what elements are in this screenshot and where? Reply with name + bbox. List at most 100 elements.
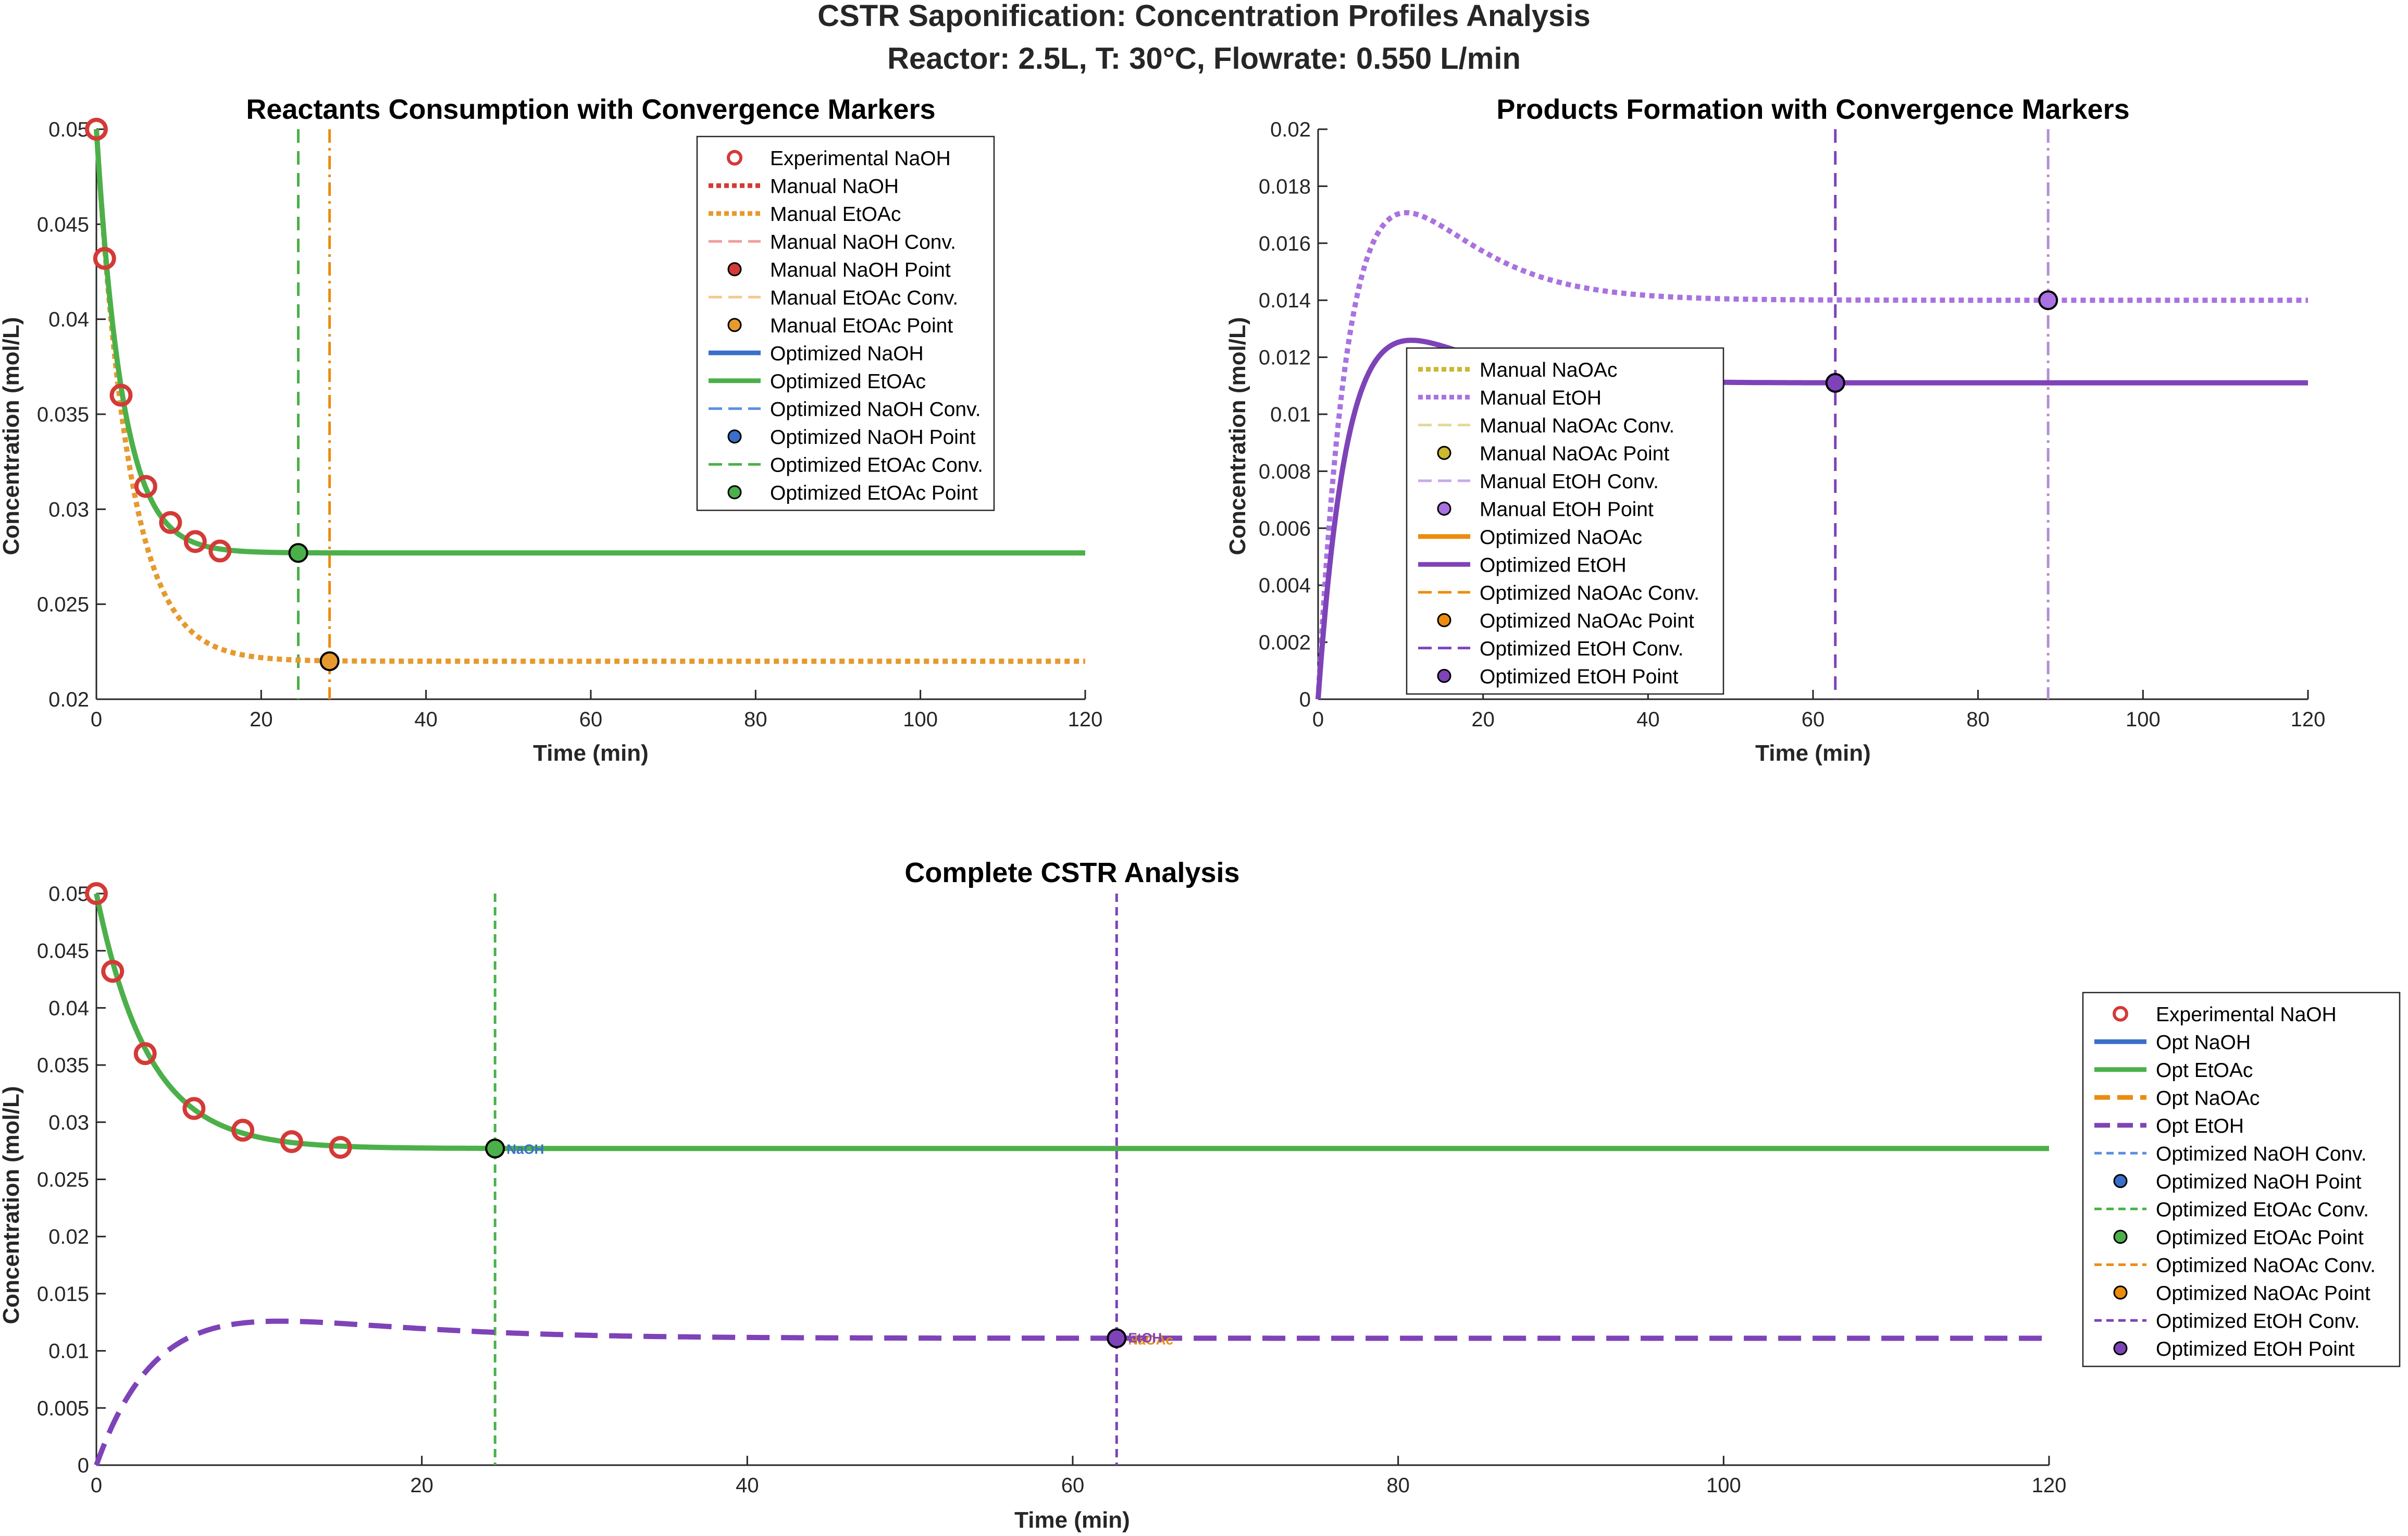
y-tick-label: 0.006 — [1259, 517, 1311, 540]
legend-entry: Optimized NaOAc Point — [2156, 1282, 2370, 1305]
legend-entry: Manual NaOAc Conv. — [1480, 415, 1674, 437]
complete-chart-xlabel: Time (min) — [1014, 1507, 1130, 1533]
legend-entry: Manual NaOAc — [1480, 359, 1617, 381]
opt-etoh-point — [1107, 1328, 1127, 1348]
legend-box — [2082, 992, 2401, 1367]
suptitle-line1: CSTR Saponification: Concentration Profi… — [817, 0, 1591, 33]
y-tick-label: 0.02 — [48, 1225, 89, 1248]
legend-entry: Optimized NaOAc Conv. — [1480, 582, 1699, 604]
x-tick-label: 20 — [410, 1474, 433, 1497]
y-tick-label: 0.045 — [37, 213, 89, 236]
legend-entry: Manual EtOAc Conv. — [770, 287, 958, 309]
legend-entry: Experimental NaOH — [770, 147, 951, 170]
y-tick-label: 0.03 — [48, 1111, 89, 1134]
y-tick-label: 0.012 — [1259, 346, 1311, 369]
x-tick-label: 80 — [744, 708, 767, 731]
y-tick-label: 0.02 — [1270, 118, 1311, 141]
legend-entry: Optimized EtOH Point — [1480, 665, 1679, 688]
x-tick-label: 80 — [1386, 1474, 1410, 1497]
products-chart-xlabel: Time (min) — [1755, 740, 1871, 766]
legend-marker — [1437, 613, 1451, 627]
complete-chart-ylabel: Concentration (mol/L) — [0, 1086, 24, 1324]
legend-entry: Optimized EtOAc — [770, 370, 926, 393]
y-tick-label: 0.04 — [48, 308, 89, 331]
y-tick-label: 0 — [78, 1454, 89, 1477]
y-tick-label: 0.01 — [48, 1340, 89, 1363]
legend-box — [696, 135, 995, 511]
opt-etoh-curve — [94, 1318, 2049, 1466]
experimental-naoh-point — [93, 246, 116, 270]
manual-etoac-curve — [94, 129, 1085, 664]
legend-entry: Optimized EtOH Conv. — [1480, 638, 1684, 660]
experimental-naoh-point — [182, 1097, 206, 1120]
x-tick-label: 0 — [1312, 708, 1324, 731]
x-tick-label: 120 — [1068, 708, 1103, 731]
x-tick-label: 60 — [1061, 1474, 1085, 1497]
y-tick-label: 0.03 — [48, 498, 89, 521]
experimental-naoh-point — [109, 383, 133, 407]
legend-marker — [1437, 445, 1451, 460]
legend-entry: Optimized EtOH — [1480, 554, 1627, 576]
experimental-naoh-point — [85, 118, 108, 141]
legend-entry: Manual EtOAc — [770, 203, 901, 226]
legend-entry: Manual EtOH Point — [1480, 498, 1654, 521]
experimental-naoh-point — [85, 882, 108, 905]
legend-entry: Optimized NaOH Point — [770, 426, 976, 449]
opt-etoac-curve — [94, 893, 2049, 1151]
naoac-point-label: NaOAc — [1128, 1332, 1173, 1347]
legend-entry: Experimental NaOH — [2156, 1004, 2337, 1026]
reactants-chart-ylabel: Concentration (mol/L) — [0, 317, 24, 555]
y-tick-label: 0.008 — [1259, 460, 1311, 483]
legend-marker — [727, 485, 742, 500]
x-tick-label: 0 — [91, 1474, 102, 1497]
complete-chart: Complete CSTR Analysis Time (min) Concen… — [0, 857, 2401, 1533]
legend-entry: Manual NaOH — [770, 175, 899, 197]
complete-chart-title: Complete CSTR Analysis — [904, 857, 1239, 888]
legend-entry: Manual EtOH Conv. — [1480, 470, 1659, 493]
optimized-etoac-point — [288, 543, 308, 563]
manual-etoh-curve — [1315, 210, 2308, 700]
y-tick-label: 0.035 — [37, 403, 89, 426]
experimental-naoh-point — [133, 1042, 157, 1066]
opt-etoac-point — [485, 1138, 505, 1159]
y-tick-label: 0.02 — [48, 688, 89, 711]
legend-entry: Optimized NaOAc Conv. — [2156, 1254, 2376, 1277]
legend-marker — [727, 429, 742, 444]
x-tick-label: 40 — [1636, 708, 1660, 731]
x-tick-label: 20 — [250, 708, 273, 731]
x-tick-label: 120 — [2032, 1474, 2067, 1497]
y-tick-label: 0.045 — [37, 940, 89, 963]
legend-entry: Manual EtOAc Point — [770, 315, 953, 337]
experimental-naoh-point — [101, 960, 125, 983]
suptitle-line2: Reactor: 2.5L, T: 30°C, Flowrate: 0.550 … — [887, 42, 1521, 76]
legend-entry: Manual NaOAc Point — [1480, 442, 1669, 465]
y-tick-label: 0.05 — [48, 883, 89, 906]
legend: Manual NaOAc Manual EtOH Manual NaOAc Conv… — [1406, 347, 1724, 695]
y-tick-label: 0.035 — [37, 1054, 89, 1077]
legend-entry: Optimized NaOAc — [1480, 526, 1642, 549]
legend: Experimental NaOH Manual NaOH Manual EtOAc… — [696, 135, 995, 511]
legend-entry: Manual NaOH Conv. — [770, 231, 956, 253]
legend-entry: Optimized NaOH Point — [2156, 1171, 2362, 1193]
x-tick-label: 80 — [1966, 708, 1990, 731]
legend-marker — [2113, 1341, 2128, 1356]
legend-entry: Optimized EtOH Point — [2156, 1338, 2355, 1360]
y-tick-label: 0 — [1299, 688, 1311, 711]
x-tick-label: 60 — [579, 708, 603, 731]
legend-entry: Opt EtOAc — [2156, 1059, 2253, 1082]
x-tick-label: 60 — [1802, 708, 1825, 731]
legend-entry: Optimized NaOH Conv. — [770, 398, 981, 420]
legend: Experimental NaOH Opt NaOH Opt EtOAc Opt Na… — [2082, 992, 2401, 1367]
legend-entry: Optimized EtOAc Point — [2156, 1227, 2364, 1249]
legend-entry: Opt NaOH — [2156, 1031, 2251, 1054]
y-tick-label: 0.025 — [37, 593, 89, 616]
legend-marker — [727, 262, 742, 277]
legend-entry: Manual NaOH Point — [770, 259, 951, 281]
x-tick-label: 40 — [736, 1474, 759, 1497]
legend-box — [1406, 347, 1724, 695]
experimental-naoh-point — [208, 539, 232, 563]
experimental-naoh-point — [159, 511, 182, 534]
legend-marker — [727, 318, 742, 332]
experimental-naoh-point — [134, 475, 157, 498]
